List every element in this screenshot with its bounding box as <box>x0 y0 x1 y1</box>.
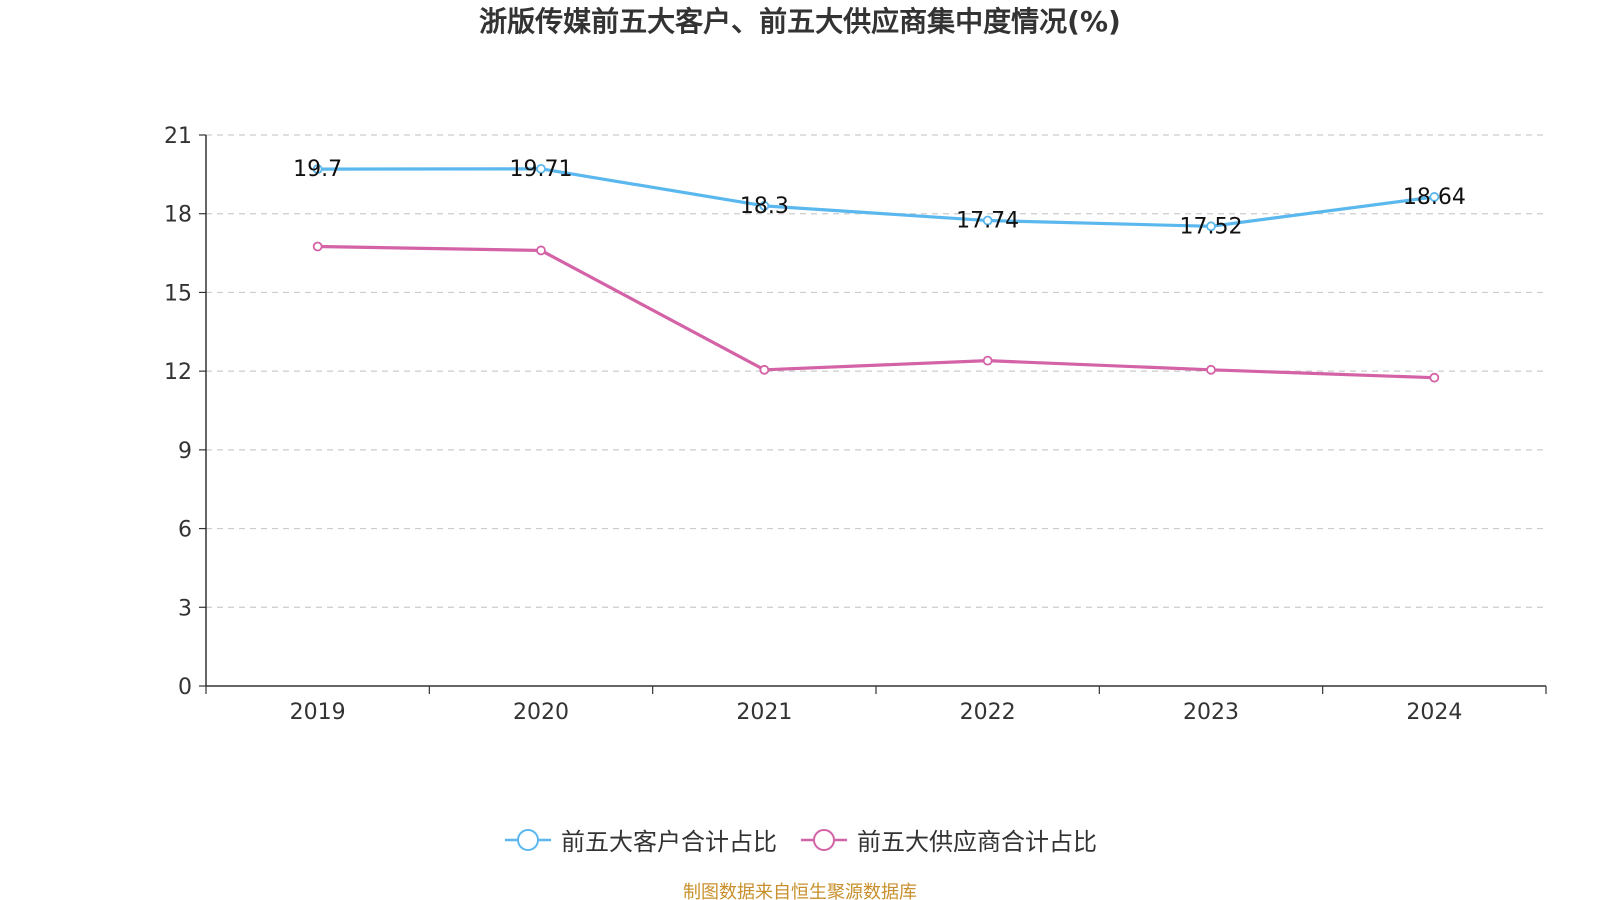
y-tick-label-18: 18 <box>164 203 192 228</box>
x-tick-label-2020: 2020 <box>513 700 569 725</box>
legend-item-customers[interactable]: 前五大客户合计占比 <box>503 822 777 857</box>
data-labels: 19.7 19.71 18.3 17.74 17.52 18.64 <box>293 157 1466 239</box>
series-lines <box>312 163 1440 383</box>
data-point-0-2024 <box>1429 192 1440 202</box>
series-line-0 <box>317 167 1435 228</box>
data-point-0-2019 <box>312 164 323 175</box>
legend-marker-suppliers <box>813 828 835 851</box>
data-point-0-2020 <box>536 163 546 174</box>
legend-swatch-customers-icon <box>505 828 551 851</box>
y-tick-label-6: 6 <box>178 518 192 543</box>
data-point-0-2022 <box>982 215 993 226</box>
grid-lines <box>206 134 1546 608</box>
data-label-0-2024: 18.64 <box>1403 185 1466 210</box>
data-point-0-2023 <box>1206 221 1216 232</box>
x-tick-label-2022: 2022 <box>960 700 1016 725</box>
axes: 0 3 6 9 12 15 18 21 2019 2020 2021 2022 2023 2024 <box>164 124 1547 725</box>
series-line-1 <box>317 244 1435 380</box>
legend-swatch-suppliers-icon <box>801 828 847 851</box>
data-label-0-2022: 17.74 <box>956 209 1019 234</box>
y-tick-label-3: 3 <box>178 596 192 621</box>
y-tick-label-0: 0 <box>178 675 192 700</box>
data-label-0-2021: 18.3 <box>740 194 789 219</box>
legend: 前五大客户合计占比 前五大供应商合计占比 <box>0 822 1600 857</box>
data-point-1-2021 <box>759 364 770 375</box>
legend-label-suppliers: 前五大供应商合计占比 <box>857 828 1097 856</box>
data-point-0-2021 <box>759 200 770 211</box>
data-point-1-2023 <box>1206 364 1216 375</box>
data-label-0-2020: 19.71 <box>510 157 573 182</box>
chart-title: 浙版传媒前五大客户、前五大供应商集中度情况(%) <box>479 5 1121 38</box>
legend-marker-customers <box>517 828 539 851</box>
y-tick-label-9: 9 <box>178 439 192 464</box>
legend-item-suppliers[interactable]: 前五大供应商合计占比 <box>799 822 1097 857</box>
y-tick-label-12: 12 <box>164 360 192 385</box>
x-tick-label-2024: 2024 <box>1406 700 1462 725</box>
y-tick-label-15: 15 <box>164 281 192 306</box>
x-tick-label-2019: 2019 <box>290 700 346 725</box>
data-point-1-2022 <box>982 355 993 366</box>
x-tick-label-2021: 2021 <box>736 700 792 725</box>
data-label-0-2019: 19.7 <box>293 157 342 182</box>
legend-label-customers: 前五大客户合计占比 <box>561 828 777 856</box>
data-point-1-2024 <box>1429 372 1440 383</box>
data-label-0-2023: 17.52 <box>1180 214 1243 239</box>
x-tick-label-2023: 2023 <box>1183 700 1239 725</box>
data-point-1-2020 <box>536 245 546 256</box>
data-point-1-2019 <box>312 241 323 252</box>
y-tick-label-21: 21 <box>164 124 192 149</box>
source-note: 制图数据来自恒生聚源数据库 <box>683 882 917 900</box>
